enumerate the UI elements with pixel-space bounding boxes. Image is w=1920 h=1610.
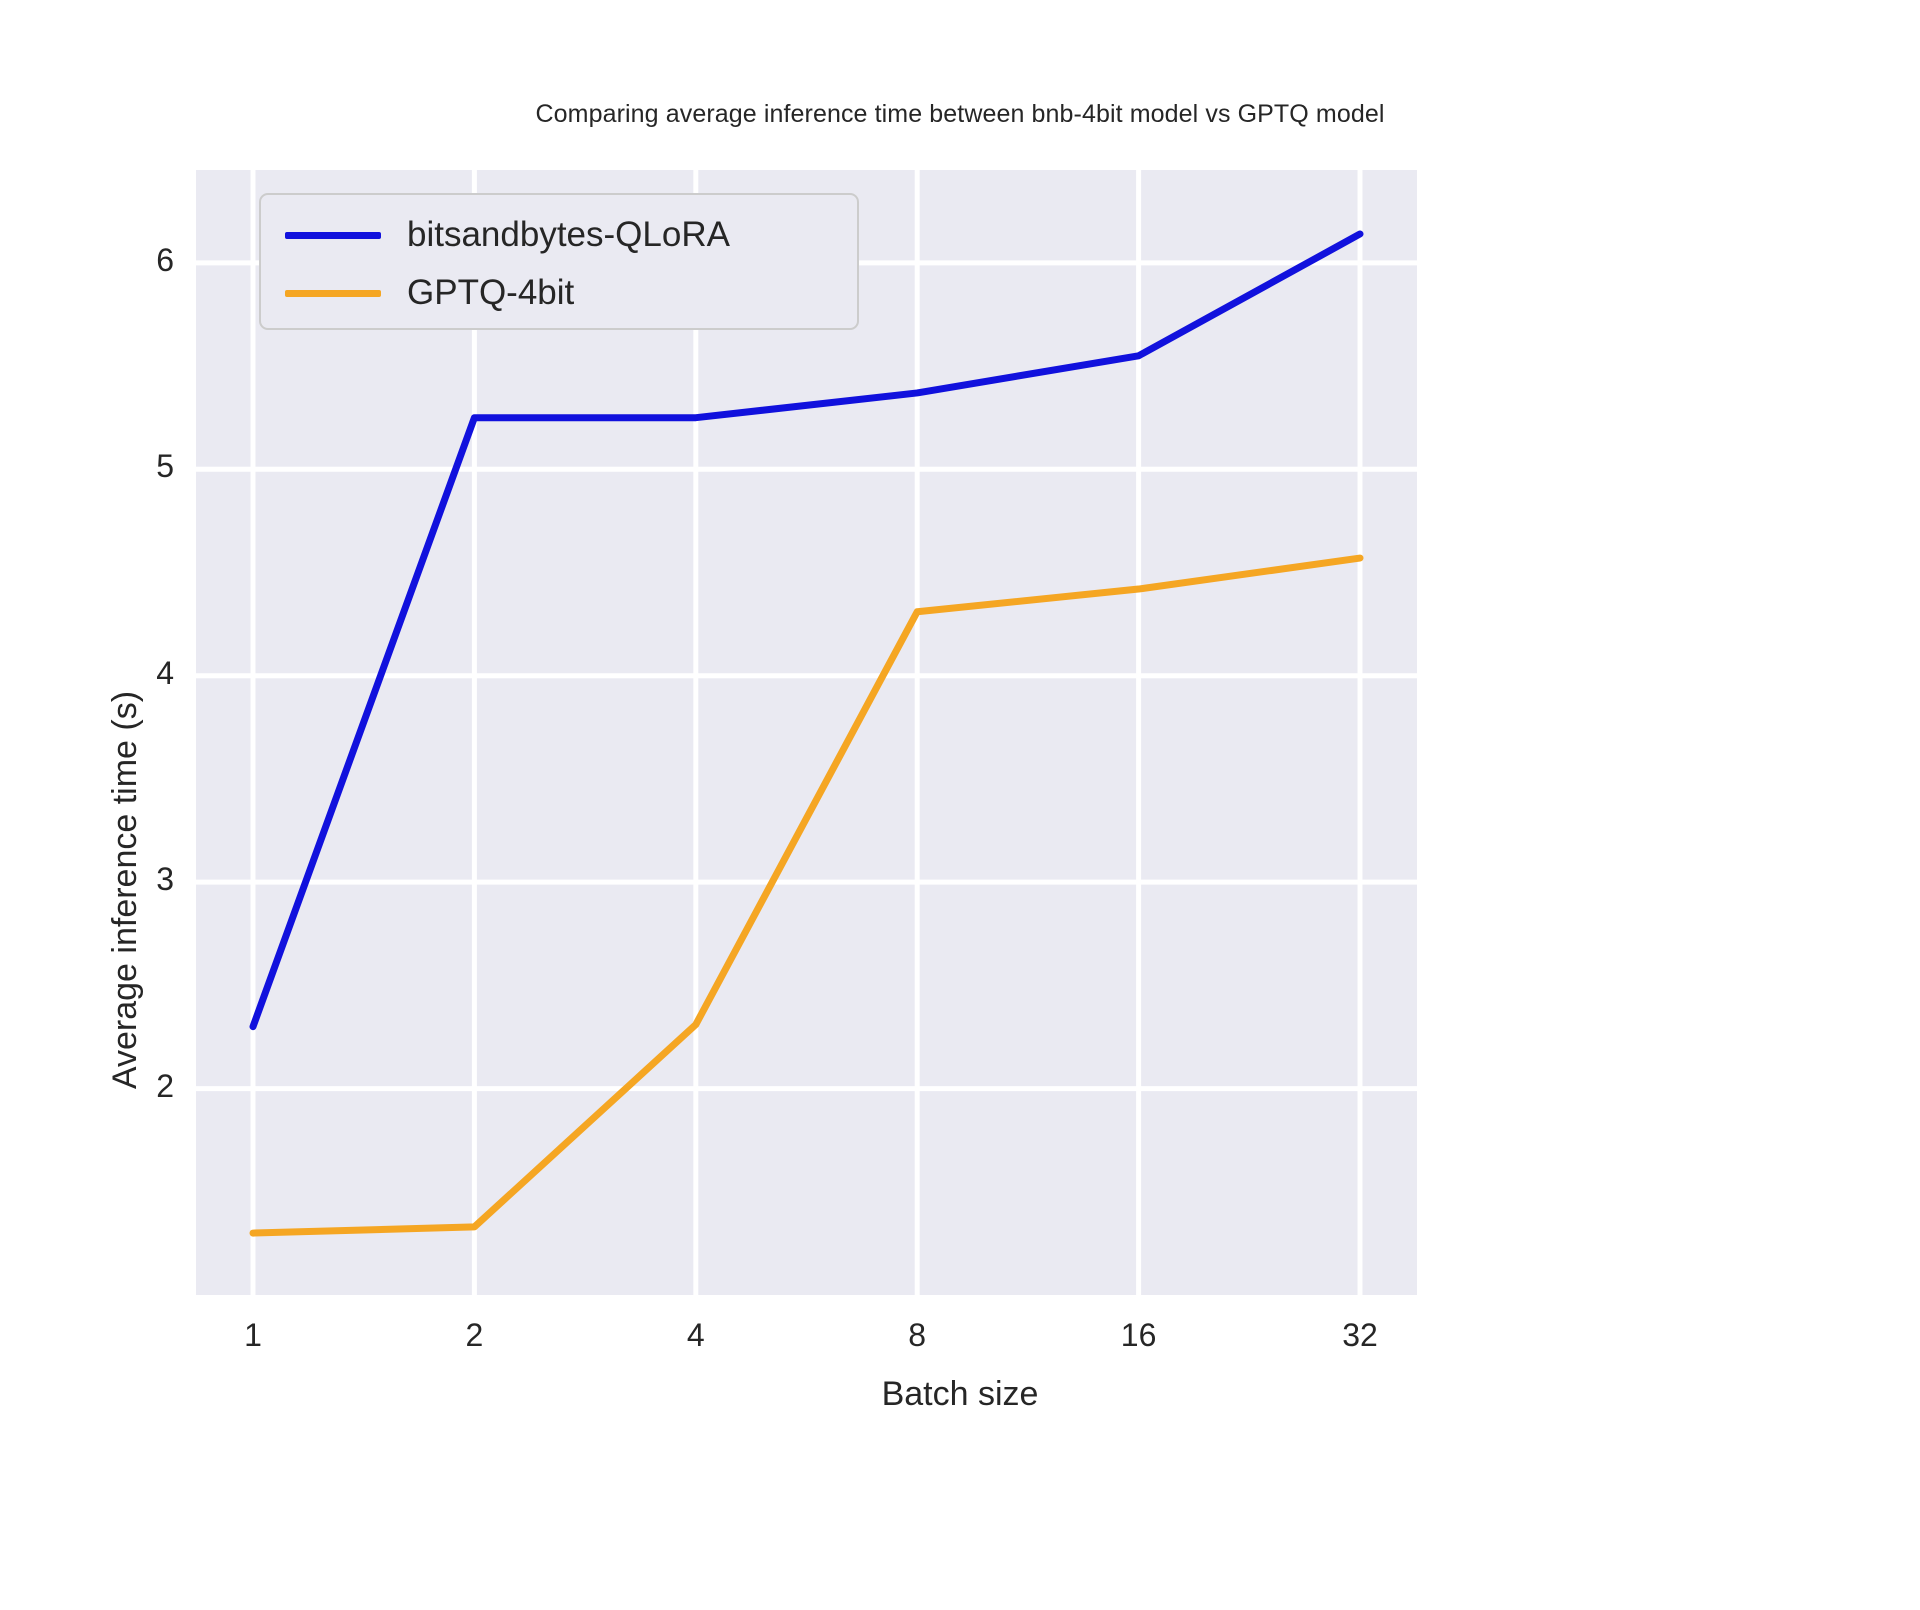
line-chart-canvas — [196, 170, 1417, 1295]
y-tick-label: 2 — [156, 1067, 174, 1104]
legend-item-series-1[interactable]: GPTQ-4bit — [285, 265, 574, 321]
x-tick-label: 8 — [908, 1317, 927, 1353]
x-tick-label: 16 — [1120, 1317, 1157, 1353]
x-tick-label: 32 — [1342, 1317, 1378, 1353]
legend-swatch-series-1 — [285, 289, 381, 297]
x-axis-label: Batch size — [881, 1375, 1039, 1413]
y-tick-label: 6 — [156, 241, 174, 278]
chart-legend[interactable]: bitsandbytes-QLoRA GPTQ-4bit — [259, 193, 859, 330]
x-tick-label: 1 — [244, 1317, 262, 1353]
legend-swatch-series-0 — [285, 231, 381, 239]
legend-label-series-0: bitsandbytes-QLoRA — [407, 215, 730, 254]
series-line-0 — [249, 230, 1364, 1031]
y-axis-label-wrap: Average inference time (s) — [95, 170, 155, 1280]
chart-figure: Comparing average inference time between… — [95, 100, 1417, 1413]
y-tick-label: 5 — [156, 448, 174, 485]
y-tick-label: 3 — [156, 861, 174, 898]
plot-area — [196, 170, 1417, 1295]
x-tick-label: 4 — [686, 1317, 705, 1353]
y-tick-label: 4 — [156, 654, 174, 691]
chart-title: Comparing average inference time between… — [535, 100, 1385, 128]
legend-item-series-0[interactable]: bitsandbytes-QLoRA — [285, 207, 730, 263]
legend-label-series-1: GPTQ-4bit — [407, 273, 575, 312]
series-line-1 — [249, 554, 1364, 1237]
x-tick-label: 2 — [465, 1317, 484, 1353]
